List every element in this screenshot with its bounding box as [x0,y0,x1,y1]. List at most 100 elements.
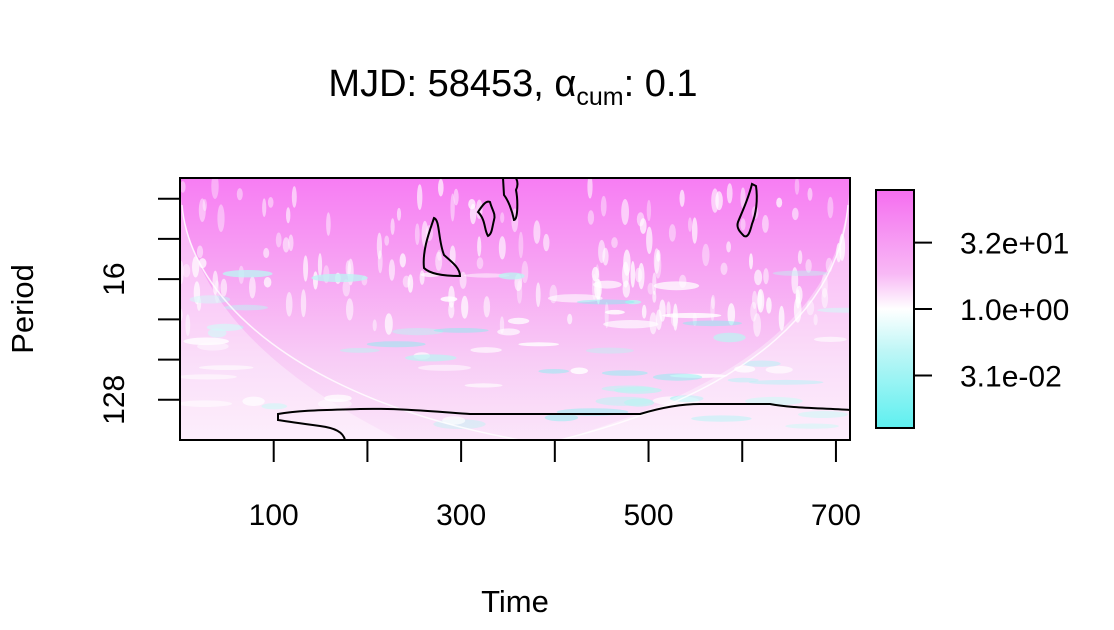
heatmap-cell [419,270,425,285]
heatmap-cell [185,314,191,336]
heatmap-cell [814,336,847,342]
heatmap-cell [189,295,231,304]
colorbar-gradient [875,189,915,429]
heatmap-cell [313,271,318,290]
heatmap-cell [813,314,818,326]
heatmap-cell [691,415,752,422]
heatmap-cell [535,282,541,308]
heatmap-cell [576,299,635,305]
heatmap-cell [778,305,785,331]
heatmap-cell [498,272,525,280]
heatmap-cell [435,251,443,271]
title-alpha-subscript: cum [576,83,623,111]
heatmap-cell [638,262,645,290]
x-tick-label: 100 [249,499,299,532]
heatmap-cell [275,232,282,248]
heatmap-cell [766,297,772,314]
heatmap-cell [592,280,622,289]
heatmap-cell [652,272,657,295]
heatmap-cell [249,276,256,299]
heatmap-cell [261,403,288,410]
cone-of-influence [560,178,850,440]
heatmap-cell [468,199,476,210]
heatmap-cell [324,394,352,402]
heatmap-cell [827,196,834,219]
heatmap-cell [182,264,191,278]
heatmap-cell [384,235,390,246]
heatmap-cell [604,302,609,329]
plot-frame [179,177,851,441]
heatmap-cell [317,253,323,277]
heatmap-cell [752,290,758,309]
heatmap-cell [666,301,671,317]
heatmap-cell [326,212,331,236]
heatmap-cell [679,189,685,207]
heatmap-cell [749,253,753,270]
heatmap-cell [516,280,523,304]
heatmap-cell [202,199,207,211]
colorbar-tick-label: 3.2e+01 [960,228,1069,261]
heatmap-cell [180,374,237,380]
heatmap-cell [388,259,395,281]
heatmap-cell [521,260,529,284]
heatmap-cell [713,332,746,343]
contour-5 [277,403,850,440]
heatmap-cell [263,277,272,288]
heatmap-cell [821,288,829,309]
heatmap-cell [547,294,603,303]
heatmap-cell [263,247,270,259]
heatmap-cell [282,237,290,253]
heatmap-cell [798,411,848,418]
heatmap-cell [198,198,206,222]
heatmap-cell [483,296,491,318]
heatmap-cell [440,296,458,302]
heatmap-cell [600,195,607,217]
heatmap-cell [765,365,793,374]
heatmap-cell [646,199,652,222]
heatmap-cell [346,298,354,321]
heatmap-cell [653,248,660,274]
heatmap-cell [396,207,402,221]
heatmap-cell [376,232,382,260]
heatmap-cell [450,193,455,222]
heatmap-cell [654,252,662,279]
heatmap-cell [587,178,593,199]
heatmap-cell [591,266,600,282]
heatmap-cell [377,250,383,274]
heatmap-cell [267,197,274,208]
x-tick-label: 700 [811,499,861,532]
heatmap-cell [688,217,692,232]
heatmap-area [180,178,850,440]
heatmap-cell [342,279,351,297]
heatmap-cell [622,280,630,298]
heatmap-cell [757,289,763,310]
heatmap-cell [740,187,746,209]
heatmap-cell [464,383,503,388]
heatmap-cell [197,342,229,351]
heatmap-cell [682,320,742,327]
heatmap-cell [518,342,560,347]
heatmap-cell [192,256,200,278]
heatmap-cell [418,364,471,371]
heatmap-cell [372,319,377,332]
heatmap-cell [603,320,659,329]
heatmap-cell [242,396,265,406]
heatmap-cell [669,373,728,378]
heatmap-cell [453,188,459,206]
heatmap-cell [366,341,426,348]
heatmap-cell [288,234,294,252]
title-alpha: α [554,63,576,105]
heatmap-cell [533,220,541,244]
heatmap-cell [543,233,550,252]
heatmap-cell [222,270,273,278]
heatmap-cell [605,309,625,315]
heatmap-cell [220,278,228,297]
heatmap-cell [587,210,595,225]
heatmap-cell [753,313,761,337]
heatmap-cell [570,367,588,375]
heatmap-cell [639,218,647,234]
heatmap-cell [199,365,254,370]
cone-of-influence [180,178,400,440]
heatmap-cell [611,237,618,249]
heatmap-cell [464,273,510,278]
